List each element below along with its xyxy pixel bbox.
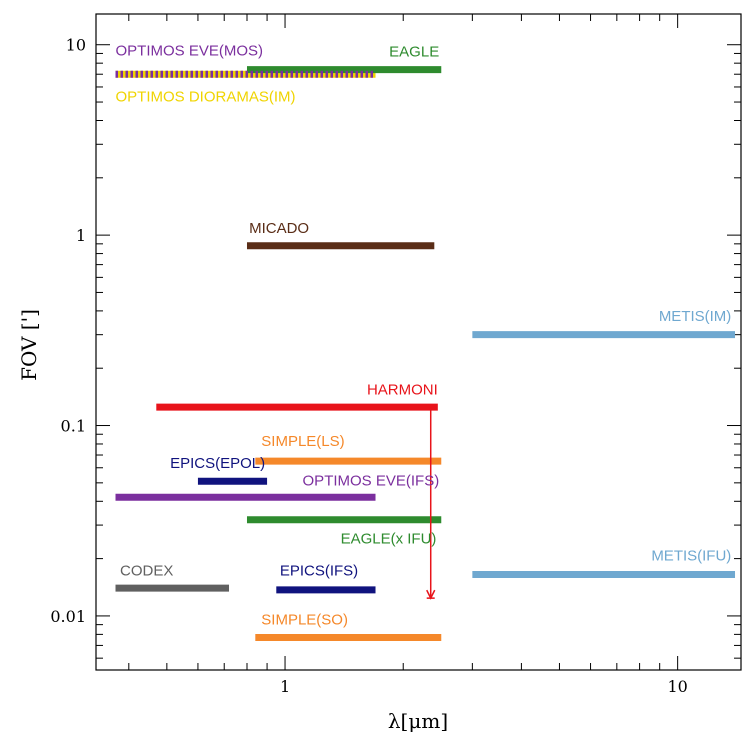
label-optimos-eve-ifs: OPTIMOS EVE(IFS) [303, 472, 440, 489]
label-metis-im: METIS(IM) [659, 308, 732, 325]
axis-ticks [96, 14, 741, 670]
plot-frame [95, 13, 742, 671]
y-tick-label: 0.1 [61, 417, 86, 436]
label-harmoni: HARMONI [367, 381, 438, 398]
label-simple-ls: SIMPLE(LS) [261, 433, 344, 450]
y-axis-title: FOV ['] [17, 309, 41, 381]
label-epics-epol: EPICS(EPOL) [170, 455, 265, 472]
label-epics-ifs: EPICS(IFS) [280, 563, 358, 580]
label-optimos-dioramas-im: OPTIMOS DIORAMAS(IM) [116, 88, 296, 105]
instrument-labels: OPTIMOS EVE(MOS) OPTIMOS DIORAMAS(IM) EAGL… [116, 43, 732, 629]
annotations [426, 407, 436, 600]
label-eagle: EAGLE [389, 44, 439, 61]
tick-labels: 1 10 0.01 0.1 1 10 [50, 36, 687, 696]
x-tick-label: 10 [667, 677, 687, 696]
label-optimos-eve-mos: OPTIMOS EVE(MOS) [116, 43, 264, 60]
x-tick-label: 1 [280, 677, 290, 696]
y-tick-label: 1 [76, 226, 86, 245]
label-simple-so: SIMPLE(SO) [261, 611, 348, 628]
y-tick-label: 10 [66, 36, 86, 55]
label-micado: MICADO [249, 220, 309, 237]
label-metis-ifu: METIS(IFU) [651, 547, 731, 564]
label-codex: CODEX [120, 563, 173, 580]
y-tick-label: 0.01 [50, 607, 86, 626]
label-eagle-x-ifu: EAGLE(x IFU) [341, 531, 437, 548]
instrument-bars [115, 66, 736, 642]
x-axis-title: λ[μm] [388, 709, 448, 733]
